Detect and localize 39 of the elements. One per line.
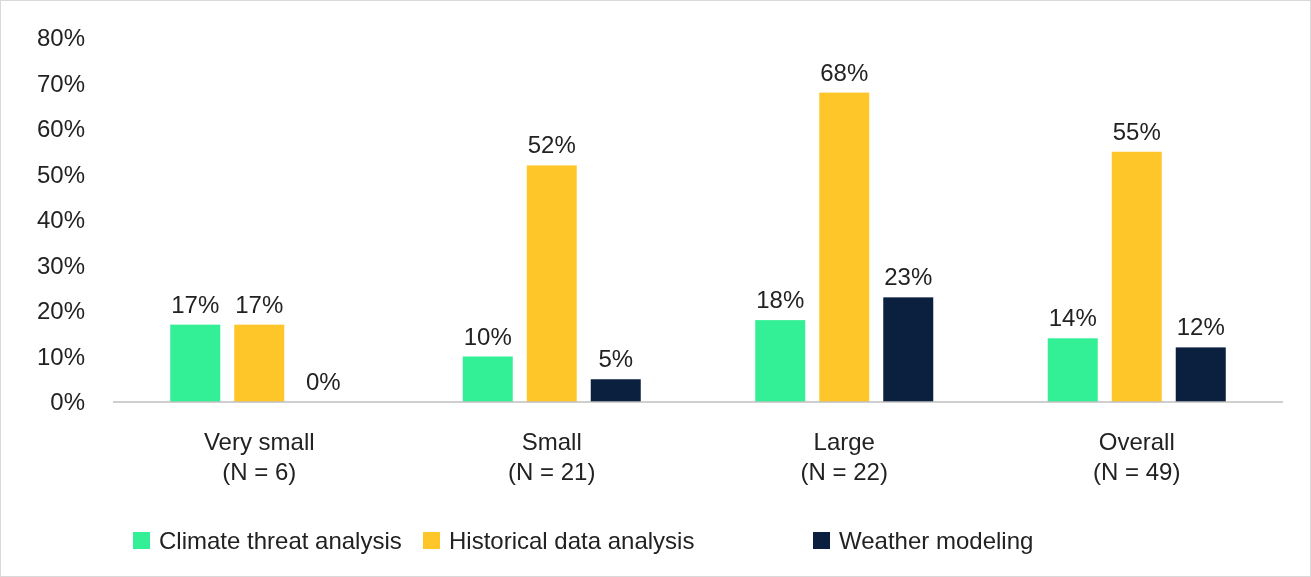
text: 5%	[598, 345, 634, 373]
y-tick-label: 20%	[36, 297, 85, 325]
y-tick-label: 80%	[36, 24, 85, 52]
legend-label: Climate threat analysis	[159, 527, 402, 555]
bar	[462, 356, 513, 402]
text: 23%	[884, 263, 933, 291]
text: 52%	[527, 131, 576, 159]
bar	[755, 320, 806, 402]
bar	[1175, 347, 1226, 402]
legend-label: Historical data analysis	[449, 527, 695, 555]
bar	[526, 165, 577, 402]
bar	[234, 324, 285, 402]
y-tick-label: 30%	[36, 251, 85, 279]
text: 14%	[1048, 304, 1097, 332]
legend-label: Weather modeling	[839, 527, 1034, 555]
y-tick-label: 10%	[36, 342, 85, 370]
x-tick-label: Large (N = 22)	[800, 428, 888, 485]
y-tick-label: 50%	[36, 160, 85, 188]
bar	[883, 297, 934, 402]
bar	[1111, 151, 1162, 402]
text: 0%	[305, 368, 341, 395]
text: 17%	[171, 290, 220, 318]
text: 12%	[1176, 313, 1225, 341]
text: 17%	[235, 290, 284, 318]
text: 55%	[1112, 117, 1161, 145]
y-tick-label: 60%	[36, 115, 85, 143]
y-tick-label: 40%	[36, 206, 85, 234]
text: 10%	[463, 322, 512, 350]
bar	[819, 92, 870, 402]
x-tick-label: Very small (N = 6)	[203, 428, 315, 485]
bar	[170, 324, 221, 402]
y-tick-label: 0%	[50, 388, 85, 416]
x-tick-label: Small (N = 21)	[508, 428, 596, 485]
bar	[1047, 338, 1098, 402]
y-tick-label: 70%	[36, 69, 85, 97]
bar	[590, 379, 641, 402]
text: 68%	[820, 58, 869, 86]
x-tick-label: Overall (N = 49)	[1093, 428, 1181, 485]
text: 18%	[756, 286, 805, 314]
